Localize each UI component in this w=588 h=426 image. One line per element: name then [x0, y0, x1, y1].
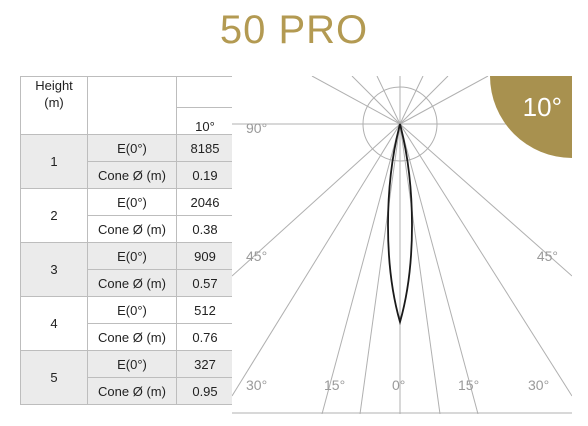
e-value-cell: 512 — [176, 296, 234, 324]
ray-up-right-0 — [399, 76, 489, 125]
label-90-left: 90° — [246, 120, 268, 136]
label-15-left: 15° — [324, 377, 346, 393]
table-row: Cone Ø (m) 0.38 — [21, 215, 234, 243]
cone-value-cell: 0.19 — [176, 161, 234, 189]
ray-30-left — [232, 123, 401, 397]
cone-label-cell: Cone Ø (m) — [87, 323, 177, 351]
page-title: 50 PRO — [219, 8, 369, 52]
ray-45-right — [399, 123, 572, 277]
height-cell: 1 — [20, 134, 88, 189]
table-row: 1 E(0°) 8185 — [20, 134, 234, 189]
ray-up-right-2 — [399, 76, 424, 125]
label-30-right: 30° — [528, 377, 550, 393]
angle-header: 10° — [176, 106, 234, 136]
ray-15-left — [321, 123, 401, 414]
table-row: Cone Ø (m) 0.57 — [21, 269, 234, 297]
cone-value-cell: 0.95 — [176, 377, 234, 405]
height-cell: 2 — [20, 188, 88, 243]
ray-up-left-1 — [351, 76, 401, 125]
ray-up-right-1 — [399, 76, 449, 125]
ray-up-left-2 — [376, 76, 401, 125]
cone-label-cell: Cone Ø (m) — [87, 161, 177, 189]
ray-up-left-0 — [311, 76, 401, 125]
cone-label-cell: Cone Ø (m) — [87, 377, 177, 405]
height-header-unit: (m) — [44, 95, 64, 110]
angle-header-pad — [176, 76, 234, 108]
cone-label-cell: Cone Ø (m) — [87, 215, 177, 243]
diagram-grid — [232, 76, 572, 414]
ray-45-left — [232, 123, 401, 277]
height-cell: 5 — [20, 350, 88, 405]
table-row: Cone Ø (m) 0.19 — [21, 161, 234, 189]
cone-value-cell: 0.57 — [176, 269, 234, 297]
table-header-row: Height (m) — [20, 76, 234, 135]
table-row: 3 E(0°) 909 — [20, 242, 234, 297]
angle-badge-shape — [490, 76, 572, 158]
height-cell: 3 — [20, 242, 88, 297]
table-row: 4 E(0°) 512 — [20, 296, 234, 351]
table-row: Cone Ø (m) 0.76 — [21, 323, 234, 351]
source-circle — [362, 86, 438, 162]
cone-value-cell: 0.38 — [176, 215, 234, 243]
photometric-table: Height (m) 10° 1 E(0°) 8185 Cone Ø (m) 0… — [20, 76, 234, 405]
label-45-left: 45° — [246, 248, 268, 264]
table-row: Cone Ø (m) 0.95 — [21, 377, 234, 405]
cone-value-cell: 0.76 — [176, 323, 234, 351]
label-15-right: 15° — [458, 377, 480, 393]
polar-diagram-svg — [232, 76, 572, 414]
angle-badge-label: 10° — [522, 92, 562, 122]
label-45-right: 45° — [536, 248, 558, 264]
e-label-cell: E(0°) — [87, 242, 177, 270]
height-cell: 4 — [20, 296, 88, 351]
polar-diagram: 10° 90° 45° 45° 30° 15° 0° 15° 30° — [232, 76, 572, 414]
e-label-cell: E(0°) — [87, 350, 177, 378]
e-label-cell: E(0°) — [87, 188, 177, 216]
e-value-cell: 2046 — [176, 188, 234, 216]
height-header-label: Height — [35, 78, 73, 93]
ray-7-right — [399, 123, 441, 414]
label-header-blank — [87, 76, 177, 135]
e-label-cell: E(0°) — [87, 296, 177, 324]
ray-15-right — [399, 123, 479, 414]
table-row: 2 E(0°) 2046 — [20, 188, 234, 243]
label-30-left: 30° — [246, 377, 268, 393]
table-header-row-2: 10° — [21, 106, 234, 136]
e-value-cell: 909 — [176, 242, 234, 270]
ray-30-right — [399, 123, 572, 397]
cone-label-cell: Cone Ø (m) — [87, 269, 177, 297]
e-value-cell: 327 — [176, 350, 234, 378]
label-0: 0° — [392, 377, 406, 393]
beam-lobe-curve — [387, 123, 413, 326]
e-label-cell: E(0°) — [87, 134, 177, 162]
e-value-cell: 8185 — [176, 134, 234, 162]
height-header: Height (m) — [20, 76, 88, 135]
table-row: 5 E(0°) 327 — [20, 350, 234, 405]
ray-7-left — [359, 123, 401, 414]
